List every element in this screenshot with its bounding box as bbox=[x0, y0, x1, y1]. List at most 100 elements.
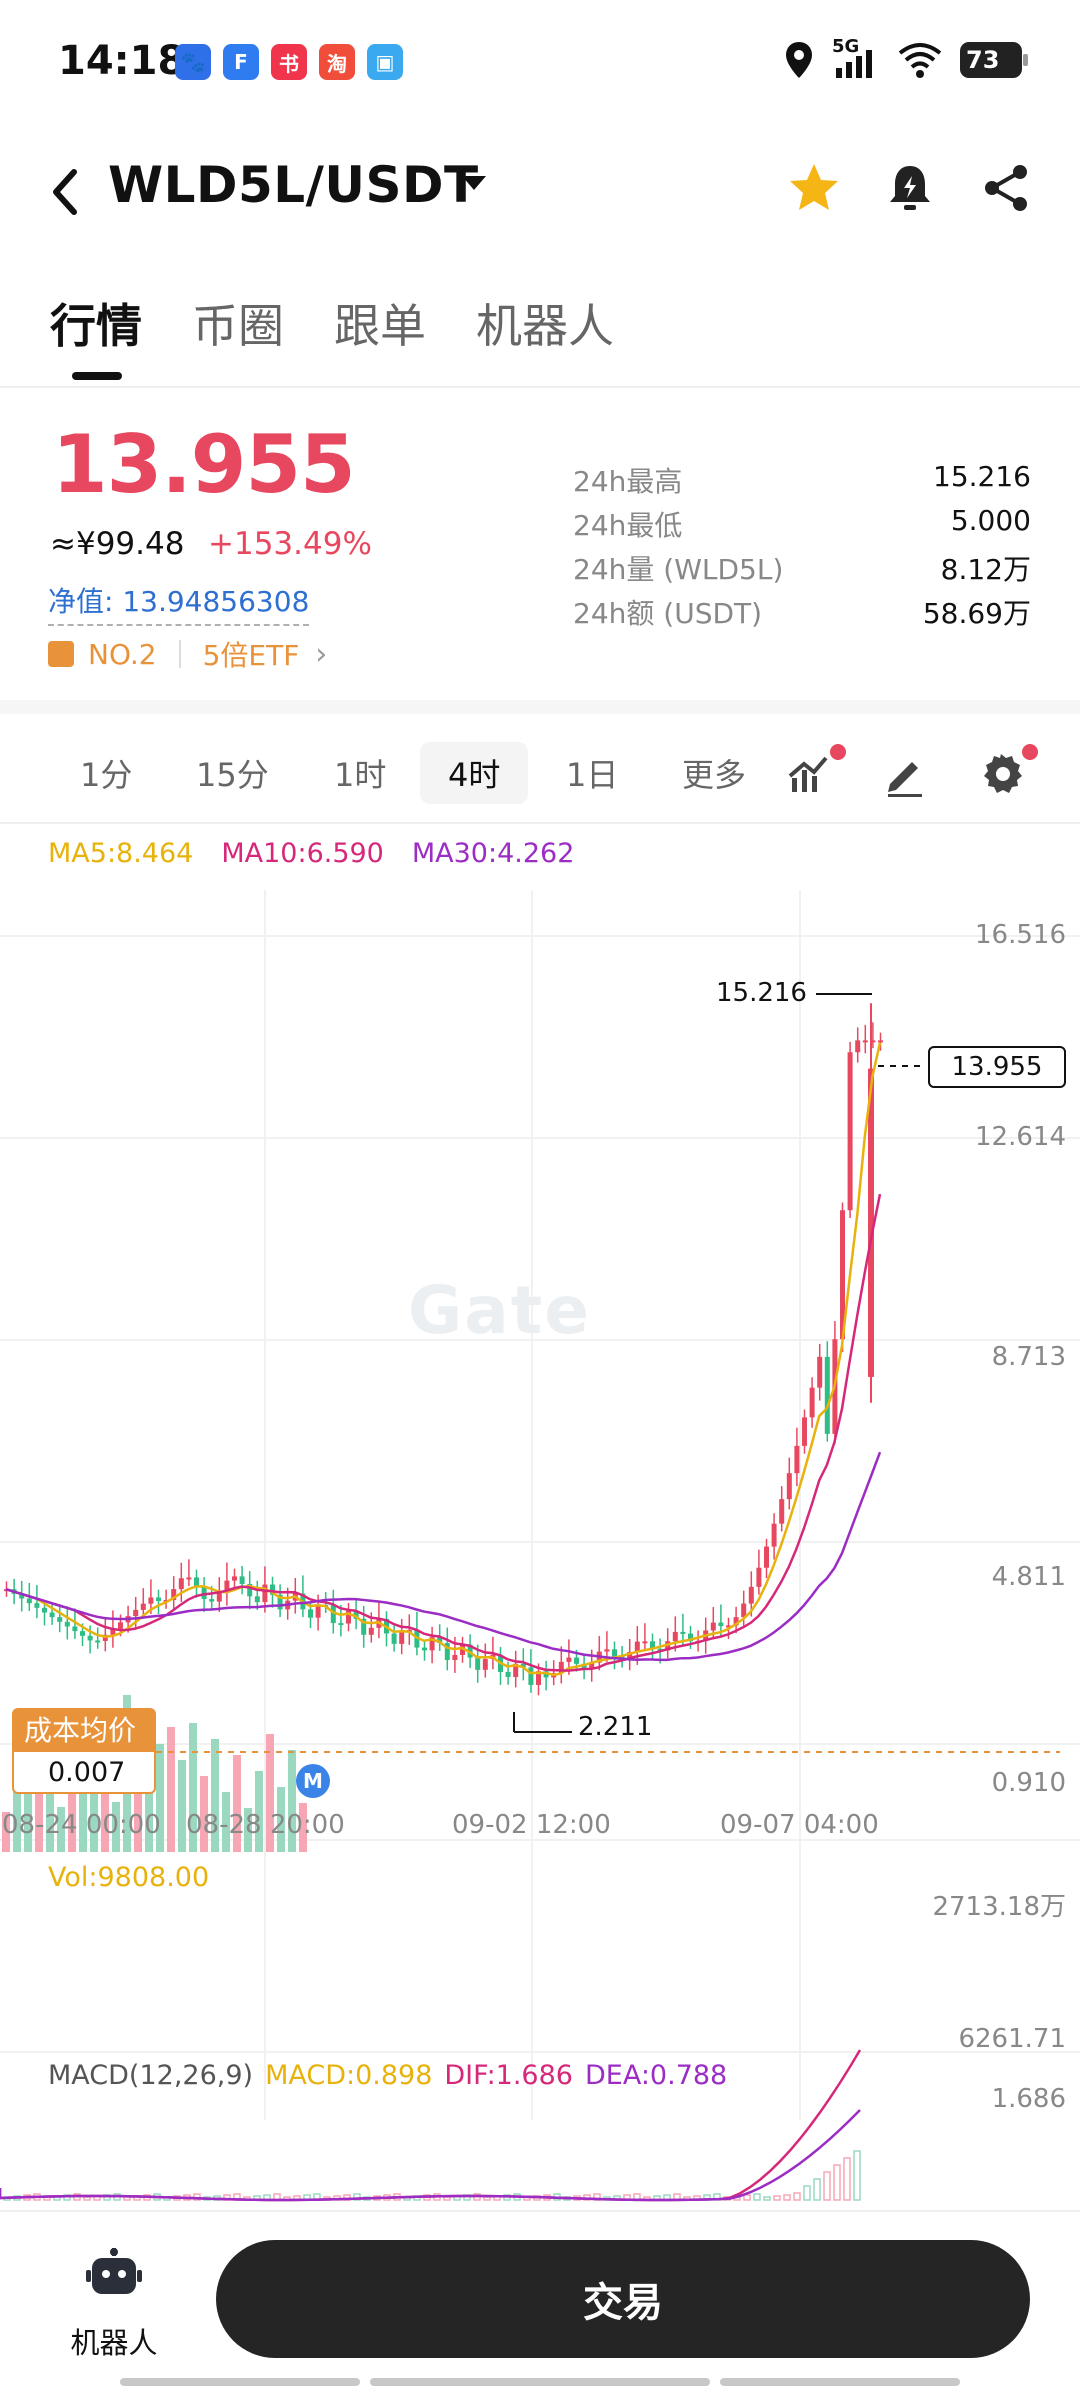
candle-body bbox=[216, 1592, 222, 1602]
stat-value: 8.12万 bbox=[940, 553, 1031, 586]
high-price-label: 15.216 bbox=[716, 978, 807, 1008]
volume-bar bbox=[222, 1792, 230, 1852]
candle-body bbox=[847, 1052, 853, 1211]
low-price-label: 2.211 bbox=[578, 1712, 653, 1742]
candle-body bbox=[353, 1610, 359, 1619]
tab-copy-trading[interactable]: 跟单 bbox=[334, 299, 426, 353]
tab-bots[interactable]: 机器人 bbox=[476, 299, 614, 353]
price-alert-bell-icon[interactable] bbox=[880, 158, 940, 218]
volume-bar bbox=[101, 1749, 109, 1852]
candle-body bbox=[57, 1617, 63, 1622]
volume-bar bbox=[211, 1739, 219, 1852]
candle-body bbox=[444, 1643, 450, 1660]
candle-body bbox=[42, 1607, 47, 1613]
interval-1h[interactable]: 1时 bbox=[334, 756, 387, 794]
candle-body bbox=[254, 1596, 260, 1603]
trade-button[interactable]: 交易 bbox=[216, 2240, 1030, 2358]
ma10-line bbox=[5, 1193, 882, 1672]
stat-label: 24h额 (USDT) bbox=[573, 597, 763, 630]
dea-value: DEA:0.788 bbox=[584, 2060, 728, 2091]
candle-body bbox=[19, 1593, 25, 1599]
interval-1m[interactable]: 1分 bbox=[80, 756, 133, 794]
macd-bar bbox=[843, 2157, 851, 2201]
cost-average-label: 成本均价 bbox=[24, 1714, 137, 1747]
rank-row[interactable]: NO.2 5倍ETF › bbox=[48, 634, 327, 674]
candle-body bbox=[748, 1586, 754, 1604]
dea-line bbox=[0, 2109, 861, 2202]
candle-body bbox=[870, 1040, 876, 1043]
candle-body bbox=[771, 1523, 777, 1547]
x-axis-label: 09-07 04:00 bbox=[720, 1810, 879, 1840]
volume-bar bbox=[156, 1744, 164, 1852]
cost-average-tag[interactable]: 成本均价 bbox=[12, 1708, 156, 1750]
back-icon[interactable] bbox=[46, 162, 86, 222]
interval-15m[interactable]: 15分 bbox=[196, 756, 269, 794]
pair-title[interactable]: WLD5L/USDT bbox=[108, 156, 479, 214]
interval-4h[interactable]: 4时 bbox=[420, 742, 529, 804]
candle-body bbox=[34, 1603, 40, 1608]
stat-label: 24h量 (WLD5L) bbox=[573, 553, 784, 586]
draw-pencil-icon[interactable] bbox=[880, 748, 930, 798]
x-axis-label: 09-02 12:00 bbox=[452, 1810, 611, 1840]
x-axis-label: 08-24 00:00 bbox=[2, 1810, 161, 1840]
settings-gear-icon[interactable] bbox=[976, 748, 1026, 798]
stat-value: 5.000 bbox=[950, 504, 1031, 537]
candle-body bbox=[186, 1577, 192, 1580]
macd-bar bbox=[353, 2193, 361, 2201]
interval-more[interactable]: 更多 bbox=[682, 756, 747, 794]
candle-body bbox=[794, 1445, 800, 1474]
share-icon[interactable] bbox=[976, 158, 1036, 218]
volume-bar bbox=[145, 1781, 153, 1852]
candle-body bbox=[612, 1649, 617, 1657]
gate-watermark: Gate bbox=[408, 1272, 592, 1349]
candle-body bbox=[680, 1631, 686, 1634]
robot-button[interactable]: 机器人 bbox=[46, 2248, 182, 2360]
volume-bar bbox=[200, 1776, 208, 1852]
ma10-label: MA10:6.590 bbox=[221, 838, 384, 869]
volume-bar bbox=[68, 1770, 76, 1852]
pair-dropdown-icon[interactable] bbox=[462, 176, 486, 190]
candle-body bbox=[824, 1356, 830, 1434]
candle-body bbox=[627, 1651, 633, 1660]
candle-body bbox=[270, 1584, 275, 1595]
chart-grid bbox=[0, 890, 1080, 2120]
candle-body bbox=[558, 1661, 564, 1674]
candle-body bbox=[26, 1598, 32, 1604]
candle-body bbox=[330, 1605, 336, 1624]
notification-icons: 🐾 F 书淘 ▣ bbox=[175, 44, 403, 80]
last-price: 13.955 bbox=[52, 418, 356, 511]
stat-value: 15.216 bbox=[933, 460, 1031, 493]
net-value[interactable]: 净值: 13.94856308 bbox=[48, 580, 310, 626]
volume-bar bbox=[255, 1771, 263, 1852]
candle-body bbox=[133, 1609, 139, 1617]
volume-bar bbox=[277, 1787, 285, 1852]
square-app-icon: ▣ bbox=[367, 44, 403, 80]
macd-bar bbox=[793, 2192, 801, 2201]
candle-body bbox=[528, 1667, 534, 1685]
candle-body bbox=[513, 1663, 519, 1678]
candle-body bbox=[718, 1622, 724, 1627]
candle-body bbox=[786, 1473, 792, 1500]
location-icon bbox=[786, 42, 812, 78]
tab-market[interactable]: 行情 bbox=[50, 290, 142, 380]
system-icons: 5G 73 bbox=[784, 36, 1028, 80]
interval-1d[interactable]: 1日 bbox=[566, 756, 619, 794]
marker-badge[interactable]: M bbox=[296, 1764, 330, 1798]
ranking-icon bbox=[48, 641, 74, 667]
y-axis-label: 4.811 bbox=[991, 1562, 1066, 1592]
candle-body bbox=[741, 1603, 747, 1618]
cost-average-value: 0.007 bbox=[12, 1750, 156, 1794]
interval-divider bbox=[0, 822, 1080, 824]
favorite-star-icon[interactable] bbox=[784, 158, 844, 218]
tabs-divider bbox=[0, 386, 1080, 388]
tab-community[interactable]: 币圈 bbox=[192, 299, 284, 353]
candle-body bbox=[308, 1609, 313, 1618]
rank-number: NO.2 bbox=[88, 637, 157, 671]
candlestick-chart[interactable] bbox=[0, 830, 1080, 2210]
indicator-icon[interactable] bbox=[786, 748, 836, 798]
indicator-notify-dot bbox=[830, 744, 846, 760]
candle-body bbox=[657, 1648, 663, 1651]
candle-body bbox=[368, 1627, 374, 1635]
stat-row: 24h额 (USDT) 58.69万 bbox=[573, 592, 1031, 636]
candle-body bbox=[315, 1604, 321, 1618]
